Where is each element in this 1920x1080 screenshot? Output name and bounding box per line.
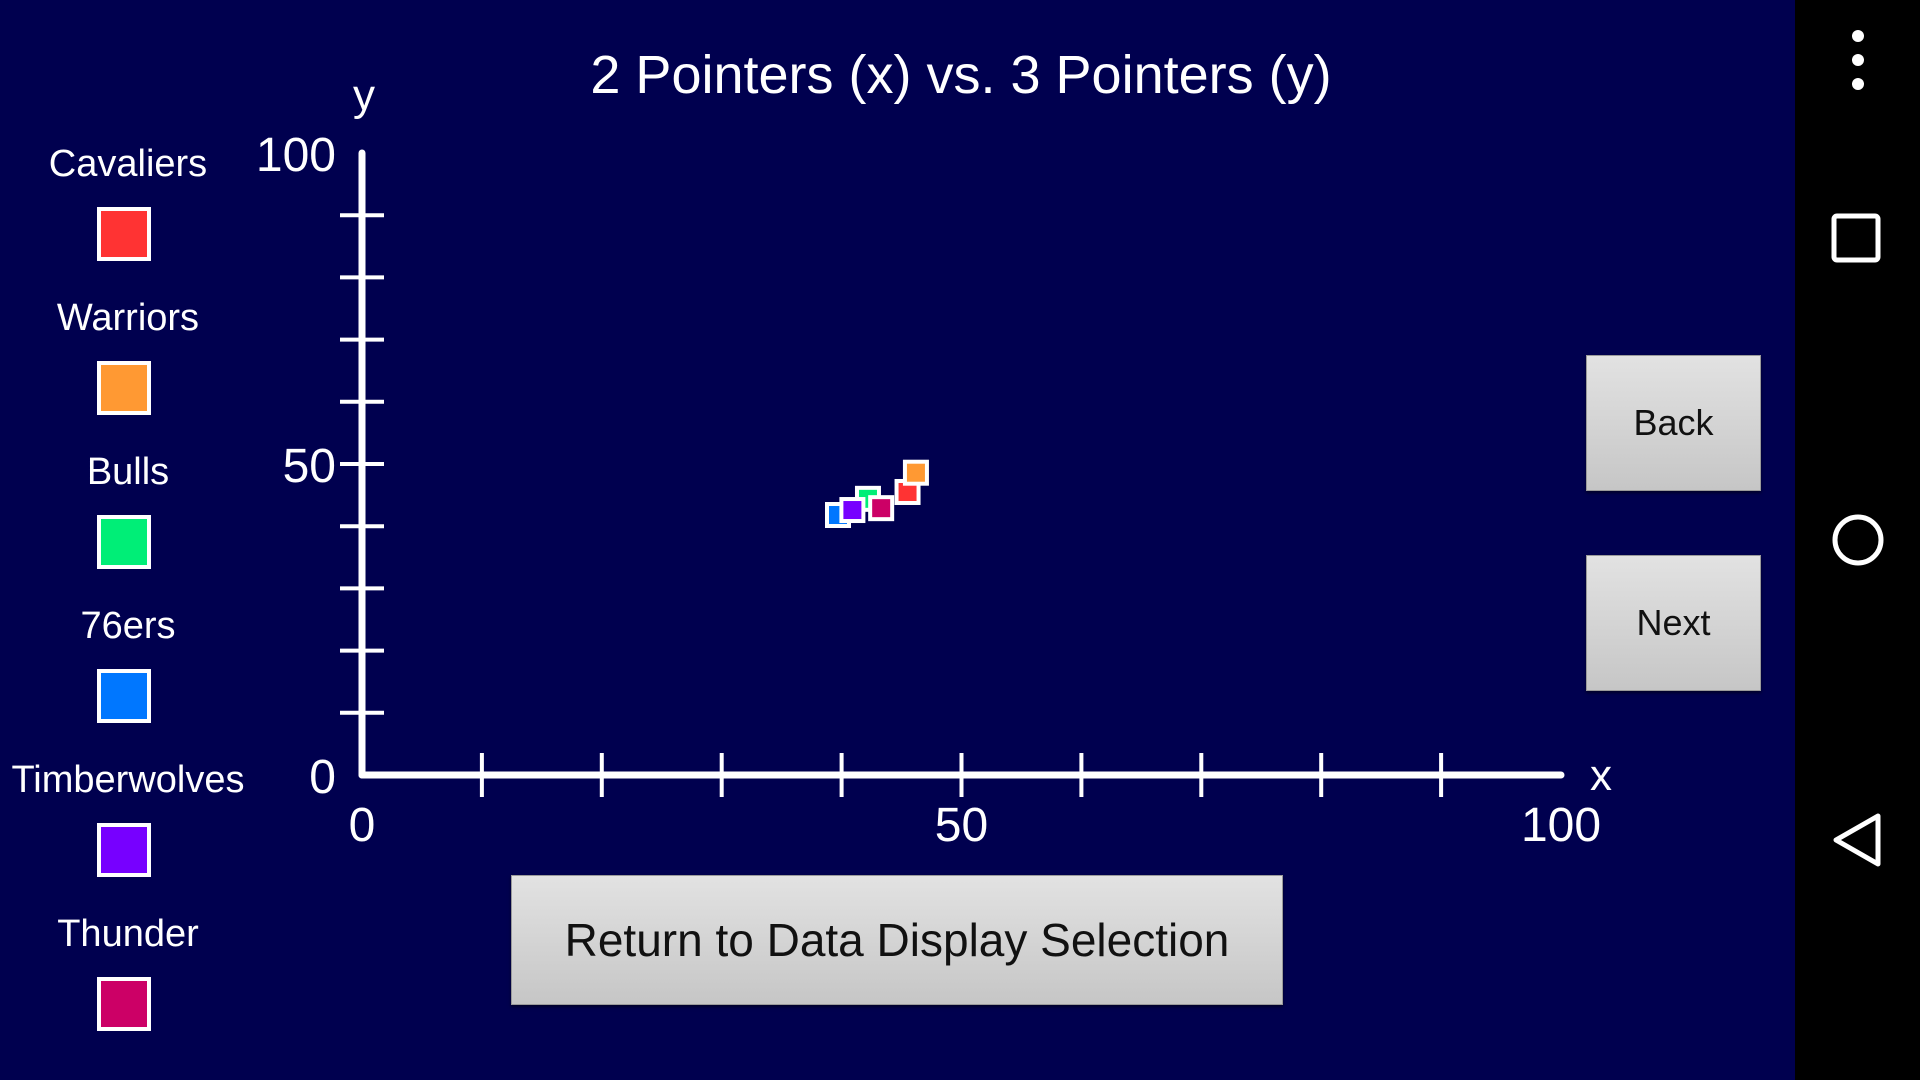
legend-label: Timberwolves: [11, 759, 245, 801]
back-button[interactable]: Back: [1586, 355, 1761, 491]
legend-label: 76ers: [80, 605, 176, 647]
scatter-chart: 2 Pointers (x) vs. 3 Pointers (y) y x 0 5…: [256, 45, 1612, 852]
legend-swatch: [97, 977, 151, 1031]
app-screen: Cavaliers Warriors Bulls 76ers Timberwolves T…: [0, 0, 1795, 1080]
chart-ticks: [340, 213, 1444, 797]
y-tick-label: 100: [256, 129, 336, 182]
legend-label: Bulls: [86, 451, 170, 493]
recent-apps-button[interactable]: [1795, 180, 1920, 300]
legend-swatch: [97, 207, 151, 261]
y-axis-label: y: [353, 71, 375, 120]
home-icon: [1832, 514, 1883, 566]
team-legend: Cavaliers Warriors Bulls 76ers Timberwolves T…: [0, 0, 260, 1080]
home-button[interactable]: [1795, 480, 1920, 600]
system-back-button[interactable]: [1795, 780, 1920, 900]
back-icon: [1833, 813, 1880, 867]
data-point: [868, 495, 895, 522]
data-point: [902, 459, 929, 486]
next-button[interactable]: Next: [1586, 555, 1761, 691]
legend-swatch: [97, 669, 151, 723]
x-tick-label: 50: [935, 799, 988, 852]
x-tick-label: 100: [1521, 799, 1601, 852]
legend-swatch: [97, 823, 151, 877]
y-tick-label: 50: [283, 440, 336, 493]
return-to-selection-button[interactable]: Return to Data Display Selection: [511, 875, 1283, 1005]
legend-label: Warriors: [56, 297, 200, 339]
legend-item: Warriors: [0, 296, 256, 426]
x-axis-label: x: [1590, 751, 1612, 800]
recent-apps-icon: [1831, 213, 1880, 263]
legend-label: Thunder: [57, 913, 199, 955]
legend-item: Timberwolves: [0, 758, 256, 888]
overflow-menu-icon: [1851, 30, 1864, 90]
data-point: [839, 497, 866, 524]
legend-swatch: [97, 361, 151, 415]
legend-label: Cavaliers: [48, 143, 208, 185]
legend-item: 76ers: [0, 604, 256, 734]
x-tick-label: 0: [349, 799, 376, 852]
chart-tick-labels: 0 50 100 0 50 100: [256, 129, 1601, 852]
chart-axes: [358, 149, 1565, 779]
android-nav-bar: [1795, 0, 1920, 1080]
overflow-menu-button[interactable]: [1795, 0, 1920, 120]
legend-item: Thunder: [0, 912, 256, 1042]
legend-swatch: [97, 515, 151, 569]
legend-item: Cavaliers: [0, 142, 256, 272]
legend-item: Bulls: [0, 450, 256, 580]
chart-title: 2 Pointers (x) vs. 3 Pointers (y): [590, 45, 1331, 105]
chart-points: [825, 459, 929, 529]
y-tick-label: 0: [309, 751, 336, 804]
